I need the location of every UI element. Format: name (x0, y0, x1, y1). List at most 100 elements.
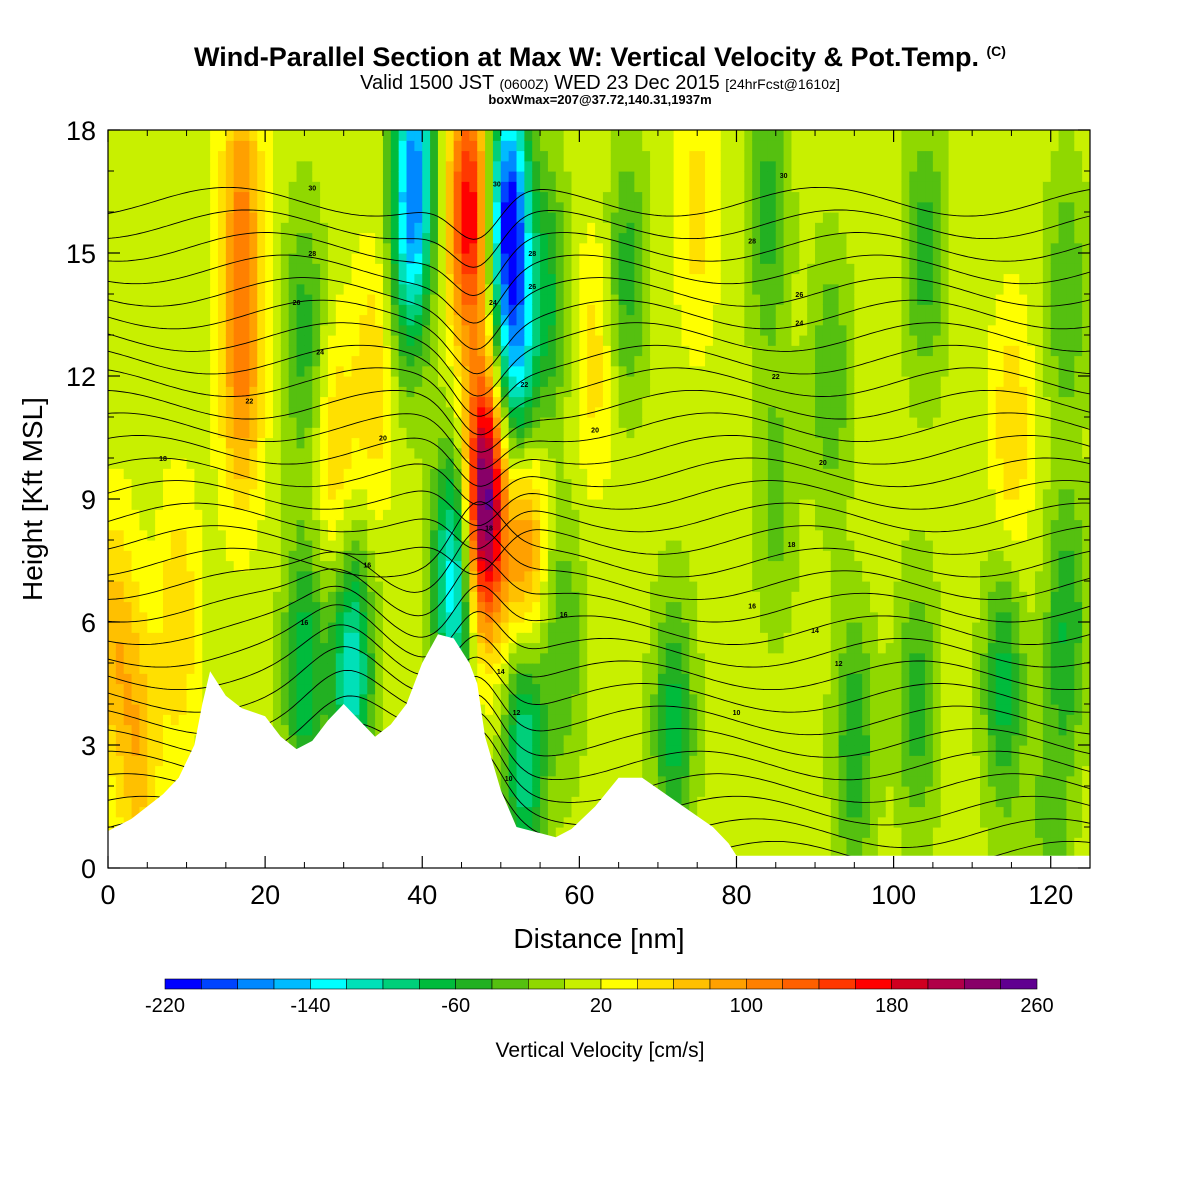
colorbar-swatch (164, 978, 202, 990)
colorbar-swatch (637, 978, 674, 990)
isentrope-line (107, 529, 1091, 600)
isentrope-label: 26 (795, 292, 803, 299)
terrain (108, 634, 1090, 868)
isentrope-line (107, 389, 1091, 453)
chart-box-info: boxWmax=207@37.72,140.31,1937m (488, 92, 712, 107)
isentrope-label: 10 (505, 776, 513, 783)
isentrope-label: 18 (485, 526, 493, 533)
y-tick-label: 9 (81, 485, 96, 515)
colorbar-swatch (346, 978, 384, 990)
isentrope-label: 30 (780, 173, 788, 180)
isentrope-line (107, 232, 1091, 297)
isentrope-label: 16 (560, 612, 568, 619)
isentrope-line (107, 435, 1091, 487)
x-tick-label: 40 (407, 880, 437, 910)
isentrope-line (107, 322, 1091, 397)
isentrope-line (107, 585, 1091, 645)
isentrope-line (107, 604, 1091, 668)
isentrope-label: 24 (316, 349, 324, 356)
colorbar-swatch (528, 978, 565, 990)
colorbar-swatch (964, 978, 1001, 990)
colorbar-swatch (746, 978, 783, 990)
isentrope-label: 12 (835, 661, 843, 668)
x-tick-label: 120 (1028, 880, 1073, 910)
isentrope-label: 18 (159, 456, 167, 463)
isentrope-label: 14 (811, 628, 819, 635)
x-tick-label: 60 (564, 880, 594, 910)
colorbar: -220 -140 -60 20 100 180 260 Vertical Velocity … (145, 978, 1054, 1062)
isentrope-line (107, 646, 1090, 713)
colorbar-title: Vertical Velocity [cm/s] (496, 1039, 705, 1062)
chart-title: Wind-Parallel Section at Max W: Vertical… (194, 42, 1006, 72)
colorbar-swatch (673, 978, 711, 990)
isentrope-line (107, 209, 1091, 268)
isentrope-label: 20 (379, 436, 387, 443)
y-tick-label: 18 (66, 116, 96, 146)
colorbar-swatch (419, 978, 456, 990)
isentrope-line (107, 480, 1091, 527)
colorbar-swatch (891, 978, 929, 990)
isentrope-line (107, 344, 1091, 417)
x-tick-label: 0 (100, 880, 115, 910)
y-tick-label: 3 (81, 731, 96, 761)
chart-subtitle: Valid 1500 JST (0600Z) WED 23 Dec 2015 [… (360, 72, 840, 94)
isentrope-line (107, 557, 1091, 623)
colorbar-swatch (855, 978, 892, 990)
isentrope-label: 28 (748, 239, 756, 246)
colorbar-swatch (273, 978, 311, 990)
colorbar-swatch (310, 978, 347, 990)
colorbar-tick-label: 100 (730, 995, 763, 1017)
isentrope-line (107, 254, 1091, 324)
isentrope-line (107, 299, 1091, 375)
isentrope-line (107, 525, 1091, 575)
colorbar-swatch (564, 978, 602, 990)
y-tick-label: 15 (66, 239, 96, 269)
isentrope-label: 28 (528, 251, 536, 258)
x-axis: 0 20 40 60 80 100 120 (100, 130, 1091, 910)
isentrope-label: 16 (301, 620, 309, 627)
y-tick-label: 0 (81, 854, 96, 884)
isentrope-label: 16 (363, 563, 371, 570)
colorbar-swatch (491, 978, 529, 990)
isentrope-line (107, 277, 1091, 350)
isentrope-line (107, 502, 1091, 550)
colorbar-tick-label: 180 (875, 995, 908, 1017)
colorbar-tick-label: -220 (145, 995, 185, 1017)
colorbar-swatch (237, 978, 275, 990)
colorbar-tick-label: -140 (290, 995, 330, 1017)
y-tick-label: 12 (66, 362, 96, 392)
isentrope-line (107, 457, 1091, 506)
colorbar-swatch (782, 978, 820, 990)
isentrope-line (107, 412, 1091, 470)
y-tick-label: 6 (81, 608, 96, 638)
isentrope-label: 14 (497, 669, 505, 676)
isentrope-line (107, 186, 1091, 240)
isentrope-label: 16 (748, 604, 756, 611)
y-axis: 0 3 6 9 12 15 18 (66, 116, 1090, 884)
colorbar-swatch (818, 978, 856, 990)
isentrope-label: 26 (293, 300, 301, 307)
colorbar-swatch (201, 978, 238, 990)
isentrope-label: 30 (308, 185, 316, 192)
colorbar-swatch (1000, 978, 1038, 990)
colorbar-tick-label: 20 (590, 995, 612, 1017)
isentrope-label: 24 (795, 321, 803, 328)
isentrope-label: 22 (246, 399, 254, 406)
x-tick-label: 80 (721, 880, 751, 910)
x-tick-label: 100 (871, 880, 916, 910)
isentrope-label: 12 (513, 710, 521, 717)
colorbar-tick-label: -60 (441, 995, 470, 1017)
isentrope-line (107, 501, 1091, 578)
colorbar-swatch (927, 978, 965, 990)
colorbar-swatch (600, 978, 638, 990)
isentrope-label: 30 (493, 181, 501, 188)
colorbar-swatch (382, 978, 420, 990)
colorbar-tick-label: 260 (1020, 995, 1053, 1017)
isentrope-label: 10 (733, 710, 741, 717)
colorbar-swatch (455, 978, 493, 990)
isentrope-label: 22 (520, 382, 528, 389)
isentrope-line (107, 669, 1091, 736)
isentrope-label: 28 (308, 251, 316, 258)
isentrope-label: 22 (772, 374, 780, 381)
